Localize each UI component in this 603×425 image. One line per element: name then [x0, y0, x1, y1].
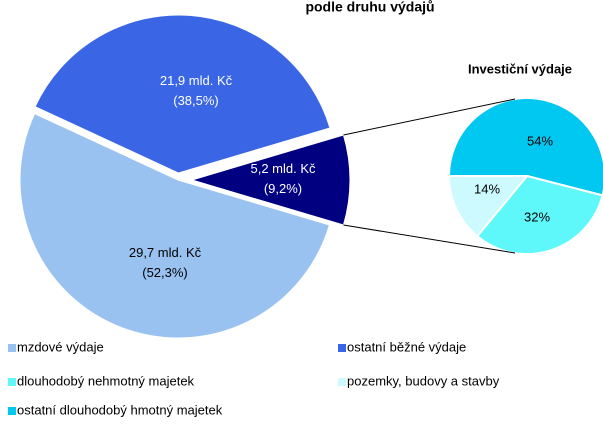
legend-label: mzdové výdaje [17, 339, 104, 354]
data-label: 32% [524, 209, 550, 224]
legend-swatch [338, 344, 346, 352]
legend-swatch [8, 378, 16, 386]
data-label-line: 21,9 mld. Kč [160, 73, 233, 88]
legend-swatch [338, 378, 346, 386]
data-label: 29,7 mld. Kč (52,3%) [129, 245, 202, 280]
data-label-line: (9,2%) [264, 181, 302, 196]
pie-slice [447, 175, 530, 238]
data-label: 5,2 mld. Kč (9,2%) [250, 161, 316, 196]
data-label-line: (52,3%) [142, 265, 188, 280]
data-label-line: 29,7 mld. Kč [129, 245, 202, 260]
pie-slice [190, 134, 351, 226]
legend-label: pozemky, budovy a stavby [347, 373, 500, 388]
data-label: 54% [527, 133, 553, 148]
data-label: 14% [474, 181, 500, 196]
legend-swatch [8, 344, 16, 352]
pie-slice [19, 112, 331, 339]
secondary-title: Investiční výdaje [468, 61, 572, 76]
pie-slice [447, 97, 603, 197]
chart-title: podle druhu výdajů [305, 0, 434, 15]
legend-label: ostatní dlouhodobý hmotný majetek [17, 402, 223, 417]
legend-label: dlouhodobý nehmotný majetek [17, 373, 195, 388]
data-label: 21,9 mld. Kč (38,5%) [160, 73, 233, 108]
data-label-line: (38,5%) [173, 93, 219, 108]
pie-slice [34, 14, 331, 174]
pie-slice [475, 174, 603, 255]
data-label-line: 5,2 mld. Kč [250, 161, 316, 176]
connector [343, 98, 516, 136]
legend-swatch [8, 407, 16, 415]
legend-label: ostatní běžné výdaje [347, 339, 466, 354]
connector [343, 224, 516, 254]
